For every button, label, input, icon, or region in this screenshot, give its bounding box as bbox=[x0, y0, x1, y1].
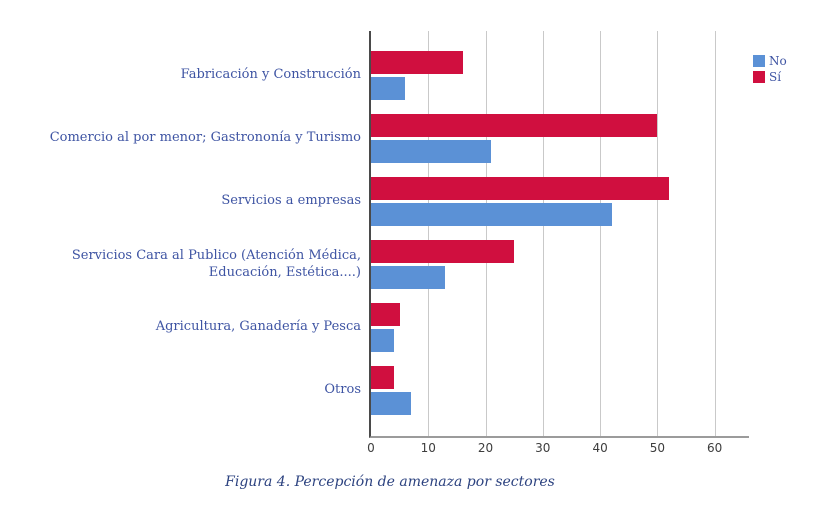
bar-group bbox=[371, 240, 749, 289]
category-label: Otros bbox=[324, 382, 361, 398]
bar-no bbox=[371, 203, 612, 226]
category-label: Servicios a empresas bbox=[221, 193, 361, 209]
gridline bbox=[428, 31, 430, 436]
bar-chart: Fabricación y Construcción Comercio al po… bbox=[0, 31, 749, 455]
bar-group bbox=[371, 51, 749, 100]
bar-si bbox=[371, 366, 394, 389]
gridline bbox=[542, 31, 544, 436]
category-axis: Fabricación y Construcción Comercio al po… bbox=[0, 31, 369, 415]
gridline bbox=[485, 31, 487, 436]
category-label: Fabricación y Construcción bbox=[180, 67, 361, 83]
x-tick-label: 0 bbox=[367, 441, 375, 455]
gridline bbox=[714, 31, 716, 436]
legend-label: Sí bbox=[769, 70, 782, 84]
bar-no bbox=[371, 140, 492, 163]
x-tick-label: 20 bbox=[477, 441, 494, 455]
x-tick-label: 30 bbox=[535, 441, 551, 455]
x-tick-label: 50 bbox=[649, 441, 665, 455]
x-tick-label: 60 bbox=[706, 441, 723, 455]
legend-label: No bbox=[769, 54, 787, 68]
plot-area: 0 10 20 30 40 50 60 bbox=[367, 31, 749, 455]
bar-si bbox=[371, 303, 400, 326]
bar-groups bbox=[371, 31, 749, 415]
gridline bbox=[600, 31, 602, 436]
bar-si bbox=[371, 114, 658, 137]
bar-no bbox=[371, 77, 406, 100]
category-label: Agricultura, Ganadería y Pesca bbox=[155, 319, 361, 335]
bar-si bbox=[371, 177, 669, 200]
legend-swatch-no bbox=[753, 55, 765, 67]
figure-caption: Figura 4. Percepción de amenaza por sect… bbox=[225, 474, 555, 490]
bar-no bbox=[371, 329, 394, 352]
bar-group bbox=[371, 366, 749, 415]
category-label: Comercio al por menor; Gastrononía y Tur… bbox=[49, 130, 361, 146]
legend-swatch-si bbox=[753, 71, 765, 83]
bar-group bbox=[371, 177, 749, 226]
x-tick-label: 10 bbox=[420, 441, 436, 455]
bar-group bbox=[371, 114, 749, 163]
category-label: Servicios Cara al Publico (Atención Médi… bbox=[71, 248, 361, 280]
bar-no bbox=[371, 266, 446, 289]
legend-item-si: Sí bbox=[753, 70, 787, 84]
bar-si bbox=[371, 240, 515, 263]
bar-group bbox=[371, 303, 749, 352]
legend: No Sí bbox=[753, 54, 787, 84]
gridline bbox=[657, 31, 659, 436]
legend-item-no: No bbox=[753, 54, 787, 68]
bar-si bbox=[371, 51, 463, 74]
bar-no bbox=[371, 392, 412, 415]
x-tick-label: 40 bbox=[592, 441, 608, 455]
